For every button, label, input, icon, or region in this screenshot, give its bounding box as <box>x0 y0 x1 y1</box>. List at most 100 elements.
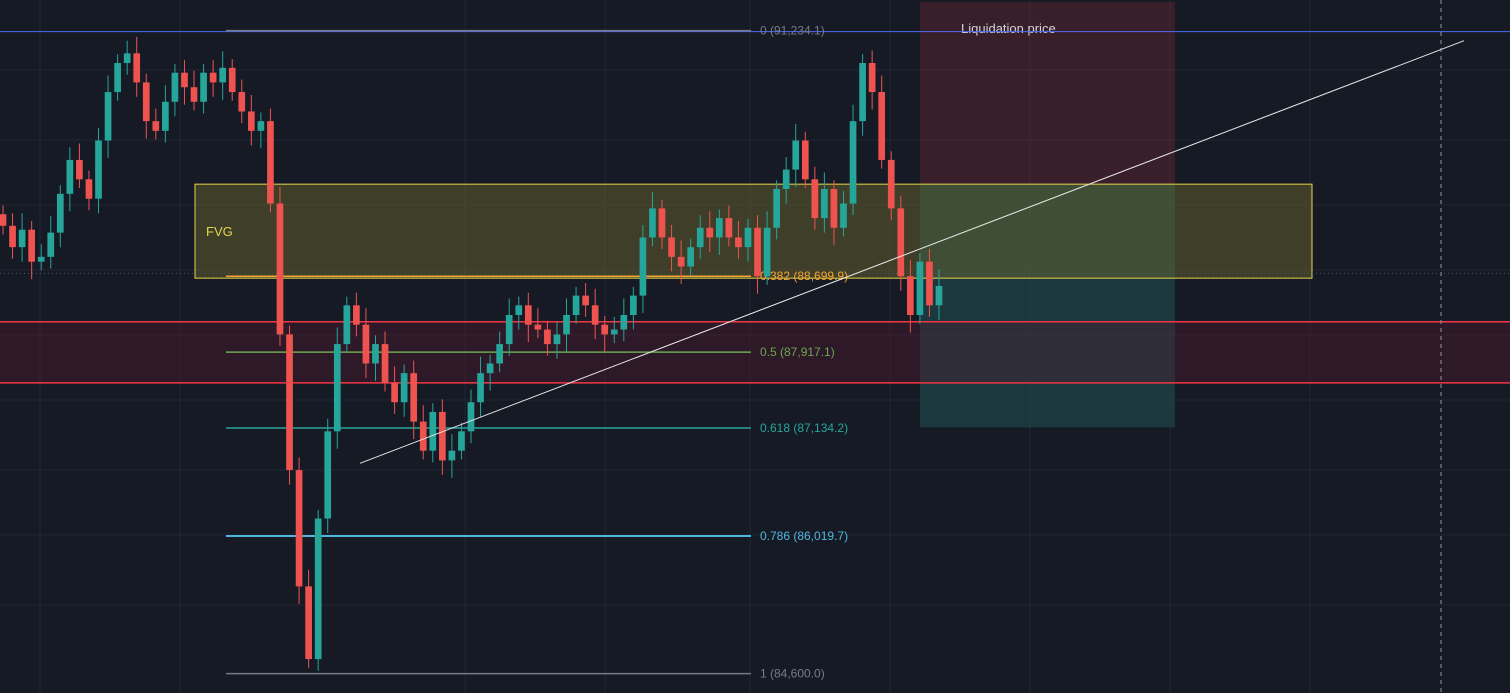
fib-label-5: 1 (84,600.0) <box>760 667 825 681</box>
fvg-label: FVG <box>206 224 233 239</box>
candle-body-58 <box>553 334 561 345</box>
candle-body-35 <box>333 344 341 432</box>
candle-body-10 <box>95 140 102 199</box>
candle-body-73 <box>696 227 704 248</box>
candle-body-39 <box>372 344 379 364</box>
candle-body-51 <box>486 363 494 374</box>
candle-body-86 <box>821 189 828 219</box>
candle-body-32 <box>305 586 312 660</box>
candle-body-68 <box>649 208 656 238</box>
candle-body-89 <box>849 121 857 204</box>
candle-body-5 <box>47 232 55 257</box>
candle-body-76 <box>725 218 733 238</box>
candle-body-12 <box>114 63 121 93</box>
candle-body-1 <box>9 225 16 248</box>
candle-body-44 <box>419 421 427 451</box>
candle-body-24 <box>228 67 236 93</box>
candle-body-78 <box>744 227 752 248</box>
candle-body-42 <box>400 373 408 403</box>
candle-body-17 <box>162 101 169 131</box>
candle-body-81 <box>773 189 780 228</box>
fvg-zone <box>194 183 1313 279</box>
candle-body-56 <box>534 324 542 330</box>
candle-body-6 <box>56 193 64 233</box>
candle-body-2 <box>18 229 26 248</box>
candle-body-92 <box>878 92 886 160</box>
candle-body-87 <box>830 189 838 228</box>
candle-body-85 <box>811 179 819 219</box>
candle-body-16 <box>152 121 160 131</box>
candle-body-36 <box>343 305 351 345</box>
candle-body-23 <box>219 67 227 83</box>
candle-body-15 <box>142 82 150 122</box>
candle-body-65 <box>620 315 628 330</box>
candle-body-94 <box>897 208 905 277</box>
candle-body-45 <box>429 411 437 451</box>
candle-body-55 <box>524 305 532 325</box>
candle-body-29 <box>276 203 284 335</box>
candle-body-98 <box>935 285 943 306</box>
candle-body-41 <box>391 382 398 403</box>
candle-body-83 <box>792 140 800 170</box>
candle-body-70 <box>668 237 675 257</box>
candle-body-61 <box>582 295 589 306</box>
candle-body-60 <box>572 295 580 315</box>
fib-label-4: 0.786 (86,019.7) <box>760 529 848 543</box>
candle-body-33 <box>314 518 322 660</box>
candle-body-77 <box>735 237 742 248</box>
candle-body-4 <box>37 256 45 262</box>
trendline <box>359 40 1465 464</box>
fib-label-0: 0 (91,234.1) <box>760 24 825 38</box>
candle-body-38 <box>362 324 370 364</box>
candle-body-63 <box>601 324 609 335</box>
candle-body-57 <box>544 329 551 345</box>
candle-body-20 <box>190 87 198 102</box>
candle-body-25 <box>238 92 246 112</box>
candle-body-49 <box>467 402 475 432</box>
candle-body-62 <box>591 305 599 325</box>
candle-body-71 <box>677 256 685 267</box>
candle-body-8 <box>76 159 83 180</box>
candle-body-91 <box>868 63 876 93</box>
candle-body-0 <box>0 214 7 226</box>
candle-body-7 <box>66 159 74 194</box>
candle-body-43 <box>410 373 418 422</box>
candle-body-93 <box>887 159 895 209</box>
candle-body-28 <box>267 121 274 204</box>
overlay-layer <box>359 40 1465 464</box>
fib-label-3: 0.618 (87,134.2) <box>760 421 848 435</box>
candle-body-66 <box>630 295 637 315</box>
candle-body-75 <box>715 218 723 238</box>
candle-body-26 <box>247 111 255 131</box>
candle-body-50 <box>477 373 484 403</box>
candle-body-82 <box>782 169 790 189</box>
candle-body-80 <box>763 227 771 277</box>
fib-label-2: 0.5 (87,917.1) <box>760 345 835 359</box>
candle-body-95 <box>907 276 914 315</box>
candle-body-47 <box>448 450 456 461</box>
liquidation-zone <box>920 1 1175 185</box>
candle-body-72 <box>687 247 695 267</box>
candle-body-27 <box>257 121 265 131</box>
candle-body-21 <box>200 72 207 102</box>
fib-label-1: 0.382 (88,699.9) <box>760 269 848 283</box>
candle-body-37 <box>353 305 360 325</box>
candle-body-53 <box>505 315 513 345</box>
candle-body-64 <box>610 329 618 335</box>
candle-body-40 <box>381 344 389 383</box>
candle-body-59 <box>563 315 570 335</box>
candle-body-13 <box>123 53 131 63</box>
candle-body-3 <box>28 229 35 262</box>
candle-body-11 <box>104 92 112 141</box>
candles-layer <box>0 36 943 671</box>
target-zone <box>920 184 1175 428</box>
candle-body-46 <box>439 411 446 461</box>
liquidation-label: Liquidation price <box>961 21 1056 36</box>
candle-body-90 <box>859 63 866 122</box>
candle-body-96 <box>916 261 924 315</box>
candle-body-31 <box>295 470 303 587</box>
candle-body-88 <box>840 203 847 228</box>
candle-body-69 <box>658 208 666 238</box>
fib-retracement: 0 (91,234.1) 0.382 (88,699.9) 0.5 (87,917.… <box>226 24 848 681</box>
